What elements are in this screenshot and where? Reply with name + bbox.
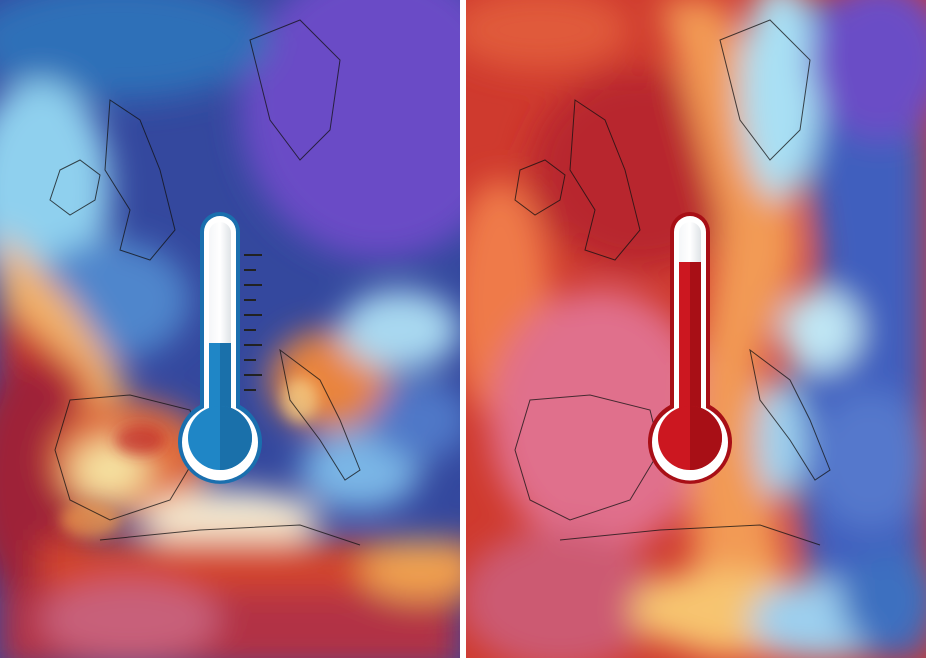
panel-divider: [460, 0, 466, 658]
cold-map: [0, 0, 460, 658]
hot-thermometer-icon: [648, 212, 732, 484]
cold-thermometer-icon: [178, 212, 262, 484]
